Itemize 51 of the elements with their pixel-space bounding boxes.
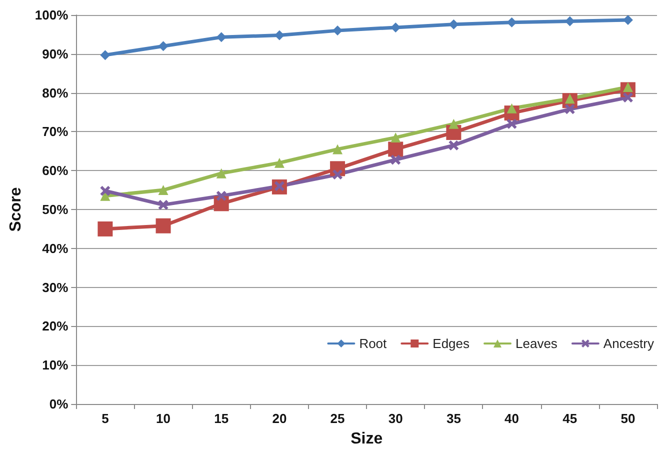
point (158, 200, 168, 210)
x-tick-label: 15 (214, 411, 229, 426)
legend-label: Root (359, 336, 388, 351)
y-tick-label: 0% (49, 396, 69, 412)
point (100, 186, 110, 196)
x-tick-label: 50 (620, 411, 636, 426)
legend-label: Edges (432, 336, 470, 351)
point (100, 50, 110, 60)
point (390, 132, 401, 143)
y-tick-label: 50% (42, 202, 69, 217)
point (448, 140, 459, 150)
y-tick-label: 80% (42, 85, 69, 100)
point (564, 104, 575, 114)
y-tick-label: 10% (42, 358, 69, 373)
x-tick-label: 40 (504, 411, 520, 426)
point (216, 168, 226, 178)
x-axis-title: Size (350, 430, 383, 448)
point (98, 221, 113, 236)
point (390, 154, 401, 165)
y-tick-label: 90% (42, 46, 69, 62)
y-tick-label: 100% (34, 8, 69, 22)
point (448, 118, 459, 129)
x-tick-label: 20 (272, 411, 287, 426)
point (274, 158, 284, 168)
y-axis-title: Score (8, 187, 24, 232)
legend-label: Leaves (516, 336, 558, 351)
point (564, 16, 575, 26)
point (156, 218, 171, 234)
point (506, 118, 517, 129)
x-tick-label: 5 (102, 411, 109, 426)
x-tick-label: 35 (446, 411, 461, 426)
point (216, 190, 226, 201)
y-tick-label: 60% (42, 163, 69, 178)
point (332, 144, 343, 154)
legend-label: Ancestry (603, 336, 654, 351)
point (332, 169, 343, 180)
point (506, 17, 517, 28)
point (158, 185, 168, 196)
point (274, 30, 284, 40)
point (388, 142, 404, 157)
point (158, 41, 168, 52)
x-tick-label: 25 (330, 411, 345, 426)
y-tick-label: 20% (42, 318, 69, 334)
point (622, 92, 633, 102)
y-tick-label: 70% (42, 124, 69, 140)
y-tick-label: 40% (42, 240, 69, 256)
y-tick-label: 30% (42, 280, 69, 295)
x-tick-label: 10 (156, 411, 171, 426)
point (216, 32, 226, 42)
x-tick-label: 30 (388, 411, 403, 426)
x-tick-label: 45 (562, 411, 578, 426)
